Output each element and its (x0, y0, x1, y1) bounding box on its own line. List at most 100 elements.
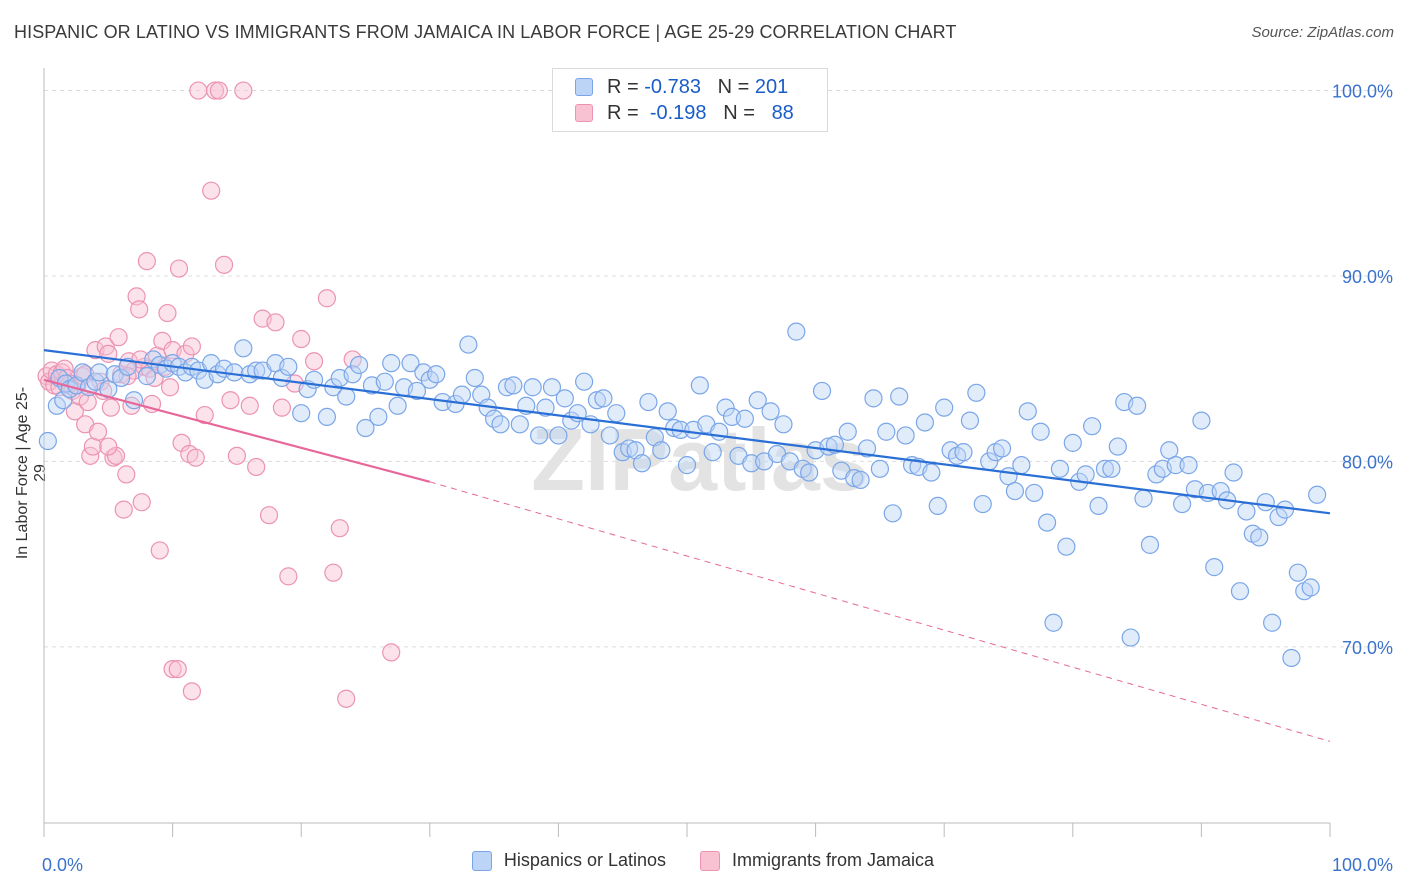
jamaica-point (234, 81, 253, 100)
hispanic-point (504, 376, 523, 395)
jamaica-point (330, 519, 349, 538)
hispanic-point (523, 378, 542, 397)
hispanic-point (774, 415, 793, 434)
jamaica-point (259, 506, 279, 525)
trend-line-hispanic (43, 349, 1331, 515)
hispanic-point (1031, 422, 1050, 441)
hispanic-point (510, 415, 529, 434)
jamaica-point (337, 689, 356, 708)
trend-lines (43, 349, 1331, 742)
hispanic-point (690, 376, 709, 395)
hispanic-point (600, 426, 619, 445)
hispanic-point (90, 363, 109, 382)
r-value: -0.198 (649, 101, 707, 124)
hispanic-point (247, 361, 266, 380)
hispanic-point (1121, 628, 1140, 647)
hispanic-point (877, 422, 896, 441)
watermark: ZIPatlas (531, 410, 868, 509)
hispanic-point (1050, 459, 1070, 478)
hispanic-point (427, 365, 446, 384)
jamaica-point (104, 448, 123, 467)
hispanic-point (594, 389, 613, 408)
tick-labels: 70.0% 80.0% 90.0% 100.0% 0.0% 100.0% (42, 82, 1393, 875)
hispanic-point (883, 504, 902, 523)
hispanic-point (703, 443, 722, 462)
hispanic-point (851, 470, 870, 490)
hispanic-point (1308, 485, 1327, 504)
hispanic-point (388, 396, 407, 415)
jamaica-point (221, 391, 240, 410)
hispanic-point (954, 443, 973, 462)
hispanic-point (272, 368, 292, 388)
hispanic-point (1063, 433, 1082, 452)
jamaica-point (227, 446, 246, 465)
hispanic-point (1140, 535, 1160, 554)
hispanic-point (497, 378, 517, 397)
jamaica-point (247, 457, 266, 477)
jamaica-point (382, 643, 401, 662)
jamaica-point (189, 81, 208, 100)
jamaica-point (317, 289, 337, 308)
hispanic-point (112, 368, 131, 388)
hispanic-point (857, 439, 877, 458)
hispanic-point (1037, 513, 1057, 532)
n-value: 88 (771, 101, 794, 124)
hispanic-point (800, 463, 819, 482)
hispanic-point (1263, 613, 1282, 632)
hispanic-point (369, 407, 388, 427)
hispanic-point (1082, 417, 1102, 436)
hispanic-point (812, 381, 832, 401)
legend-item-hispanic: Hispanics or Latinos (471, 850, 667, 871)
jamaica-point (106, 446, 126, 465)
hispanic-point (1102, 459, 1121, 478)
jamaica-point (78, 392, 97, 412)
hispanic-point (735, 409, 754, 428)
jamaica-point (182, 682, 201, 701)
hispanic-point (1250, 528, 1269, 547)
stats-legend: R = -0.783 N = 201 R = -0.198 N = 88 (552, 68, 828, 132)
jamaica-point (88, 422, 108, 441)
y-tick-label: 100.0% (1332, 82, 1393, 102)
legend-label: Hispanics or Latinos (503, 850, 667, 870)
hispanic-point (896, 426, 915, 445)
hispanic-point (349, 355, 369, 375)
hispanic-point (845, 468, 864, 488)
hispanic-point (407, 381, 427, 401)
hispanic-point (1237, 502, 1256, 521)
hispanic-point (118, 357, 137, 376)
hispanic-point (716, 398, 735, 417)
hispanic-point (1012, 456, 1031, 475)
hispanic-point (677, 456, 697, 475)
hispanic-point (607, 404, 626, 423)
hispanic-point (1224, 463, 1243, 482)
hispanic-point (787, 322, 806, 341)
hispanic-point (225, 363, 244, 382)
hispanic-point (1089, 496, 1108, 516)
legend-swatch-blue (471, 850, 492, 871)
r-value: -0.783 (644, 75, 701, 98)
y-tick-label: 80.0% (1342, 452, 1393, 472)
hispanic-point (1256, 493, 1275, 512)
hispanic-point (890, 387, 909, 406)
hispanic-point (530, 426, 549, 445)
jamaica-point (202, 181, 221, 200)
hispanic-point (992, 439, 1012, 458)
jamaica-point (130, 300, 149, 319)
hispanic-point (864, 389, 883, 408)
hispanic-point (1005, 481, 1025, 501)
stats-row-hispanic: R = -0.783 N = 201 (575, 75, 788, 99)
jamaica-point (186, 448, 205, 467)
hispanic-point (459, 335, 478, 354)
hispanic-point (279, 357, 298, 376)
hispanic-point (452, 385, 472, 404)
hispanic-point (935, 398, 954, 417)
trend-line-jamaica-extrapolated (429, 481, 1331, 742)
jamaica-point (109, 328, 128, 347)
hispanic-point (1269, 507, 1288, 527)
jamaica-point (158, 303, 177, 323)
hispanic-point (1076, 465, 1095, 484)
hispanic-point (620, 439, 639, 458)
hispanic-point (343, 365, 362, 384)
hispanic-point (401, 354, 420, 373)
